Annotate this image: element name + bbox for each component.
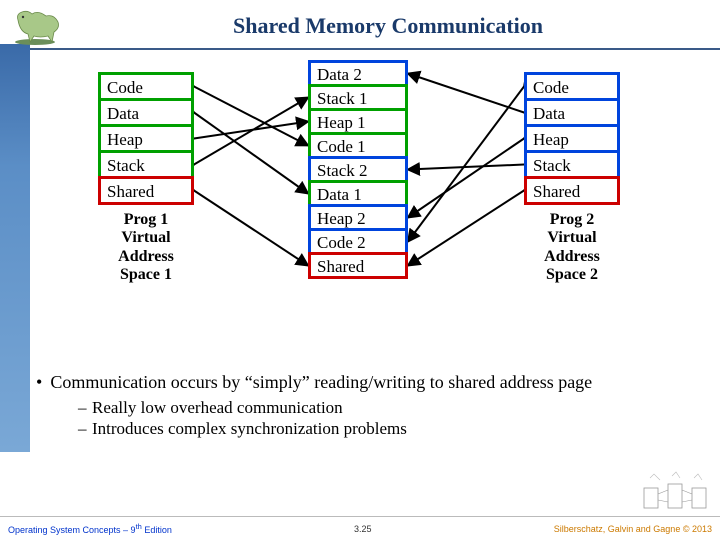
- segment-right-3: Stack: [524, 150, 620, 179]
- dinosaur-icon: [10, 6, 66, 46]
- segment-mid-8: Shared: [308, 252, 408, 279]
- segment-mid-6: Heap 2: [308, 204, 408, 231]
- bullet-main: • Communication occurs by “simply” readi…: [34, 372, 704, 393]
- segment-mid-5: Data 1: [308, 180, 408, 207]
- segment-left-4: Shared: [98, 176, 194, 205]
- footer: Operating System Concepts – 9th Edition …: [0, 516, 720, 540]
- mini-diagram-icon: [640, 470, 710, 512]
- caption-left: Prog 1VirtualAddressSpace 1: [98, 211, 194, 285]
- segment-left-1: Data: [98, 98, 194, 127]
- segment-left-0: Code: [98, 72, 194, 101]
- segment-mid-3: Code 1: [308, 132, 408, 159]
- sub-bullet-2: –Introduces complex synchronization prob…: [78, 418, 704, 439]
- footer-right: Silberschatz, Galvin and Gagne © 2013: [554, 524, 712, 534]
- segment-right-1: Data: [524, 98, 620, 127]
- segment-right-4: Shared: [524, 176, 620, 205]
- segment-mid-2: Heap 1: [308, 108, 408, 135]
- caption-right: Prog 2VirtualAddressSpace 2: [524, 211, 620, 285]
- left-accent-bar: [0, 44, 30, 452]
- segment-mid-7: Code 2: [308, 228, 408, 255]
- column-right: CodeDataHeapStackShared Prog 2VirtualAddr…: [524, 72, 620, 285]
- sub-bullet-1: –Really low overhead communication: [78, 397, 704, 418]
- slide-title: Shared Memory Communication: [66, 13, 710, 39]
- segment-left-2: Heap: [98, 124, 194, 153]
- column-mid: Data 2Stack 1Heap 1Code 1Stack 2Data 1He…: [308, 60, 408, 279]
- segment-mid-1: Stack 1: [308, 84, 408, 111]
- column-left: CodeDataHeapStackShared Prog 1VirtualAddr…: [98, 72, 194, 285]
- memory-diagram: CodeDataHeapStackSharedProg 1VirtualAddr…: [40, 56, 700, 366]
- bullet-main-text: Communication occurs by “simply” reading…: [50, 372, 592, 393]
- footer-left: Operating System Concepts – 9th Edition: [8, 522, 172, 535]
- segment-mid-4: Stack 2: [308, 156, 408, 183]
- bullets: • Communication occurs by “simply” readi…: [34, 372, 704, 440]
- segment-right-0: Code: [524, 72, 620, 101]
- header: Shared Memory Communication: [0, 0, 720, 50]
- segment-right-2: Heap: [524, 124, 620, 153]
- footer-center: 3.25: [354, 524, 372, 534]
- segment-left-3: Stack: [98, 150, 194, 179]
- segment-mid-0: Data 2: [308, 60, 408, 87]
- bullet-dot-icon: •: [36, 372, 42, 393]
